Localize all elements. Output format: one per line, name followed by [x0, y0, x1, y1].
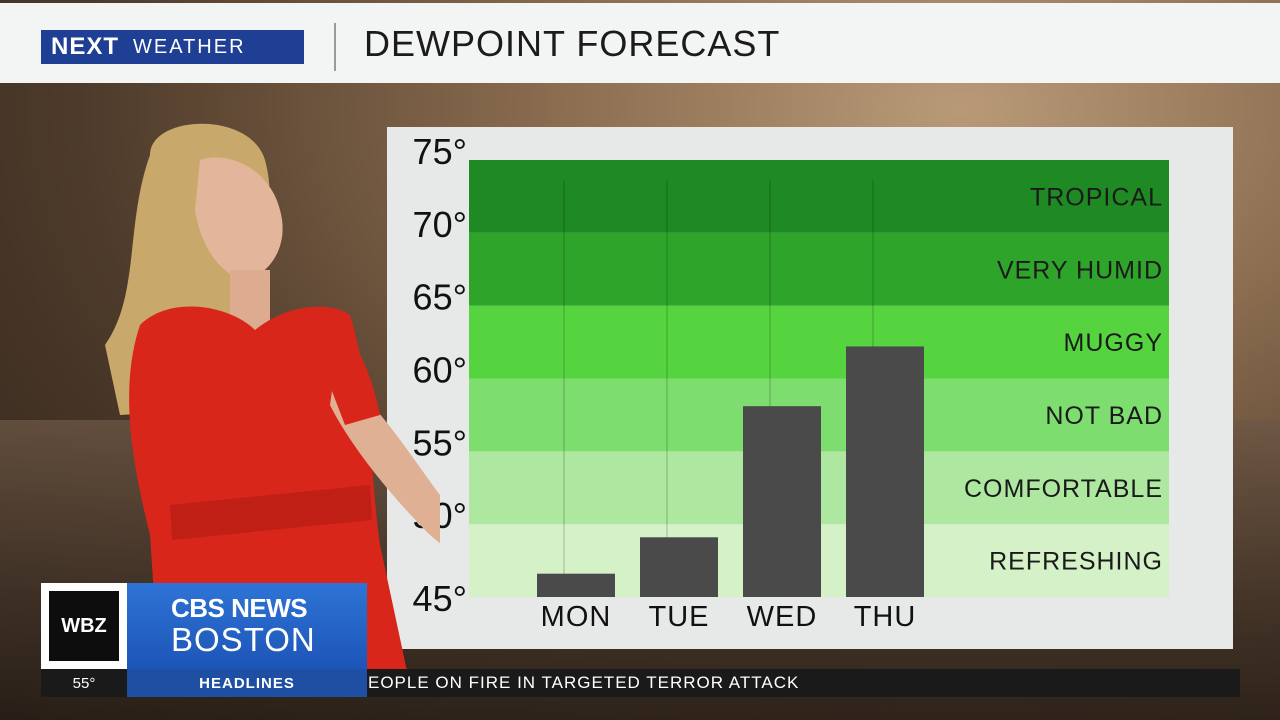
- y-tick-label: 65°: [413, 277, 467, 318]
- title-divider: [334, 23, 336, 71]
- band-label: COMFORTABLE: [964, 475, 1163, 503]
- x-tick-label: THU: [854, 601, 917, 633]
- band-label: MUGGY: [1064, 329, 1163, 357]
- band-label: NOT BAD: [1045, 402, 1163, 430]
- y-tick-label: 55°: [413, 422, 467, 463]
- bar-tue: [640, 537, 718, 597]
- band-label: REFRESHING: [989, 548, 1163, 576]
- current-temperature: 55°: [72, 674, 96, 692]
- x-tick-label: TUE: [649, 601, 710, 633]
- logo-weather-text: WEATHER: [133, 35, 246, 58]
- band-very-humid: [469, 232, 1169, 306]
- next-weather-logo: NEXT WEATHER: [41, 30, 304, 64]
- ticker-crawl-text: EOPLE ON FIRE IN TARGETED TERROR ATTACK: [368, 673, 800, 692]
- x-tick-label: MON: [541, 601, 612, 633]
- x-axis-labels: MON TUE WED THU: [541, 601, 917, 633]
- y-tick-label: 45°: [413, 578, 467, 619]
- city-name: BOSTON: [171, 621, 316, 658]
- page-title: DEWPOINT FORECAST: [364, 23, 781, 64]
- y-tick-label: 60°: [413, 350, 467, 391]
- bar-mon: [537, 573, 615, 597]
- y-tick-label: 70°: [413, 204, 467, 245]
- station-logo: WBZ: [41, 583, 127, 669]
- band-muggy: [469, 305, 1169, 379]
- logo-next-text: NEXT: [41, 33, 128, 61]
- bar-wed: [743, 406, 821, 597]
- band-label: VERY HUMID: [997, 256, 1163, 284]
- bar-series: [537, 346, 924, 597]
- headlines-label: HEADLINES: [127, 669, 367, 697]
- title-bar: NEXT WEATHER DEWPOINT FORECAST: [0, 3, 1280, 83]
- x-tick-label: WED: [747, 601, 818, 633]
- band-labels: REFRESHING COMFORTABLE NOT BAD MUGGY VERY HU…: [964, 183, 1163, 576]
- station-logo-text: WBZ: [49, 591, 119, 661]
- bar-thu: [846, 346, 924, 597]
- band-tropical: [469, 160, 1169, 233]
- network-name: CBS NEWS: [171, 593, 308, 623]
- band-label: TROPICAL: [1030, 183, 1163, 211]
- network-banner: CBS NEWS BOSTON: [127, 583, 367, 669]
- y-tick-label: 75°: [413, 131, 467, 172]
